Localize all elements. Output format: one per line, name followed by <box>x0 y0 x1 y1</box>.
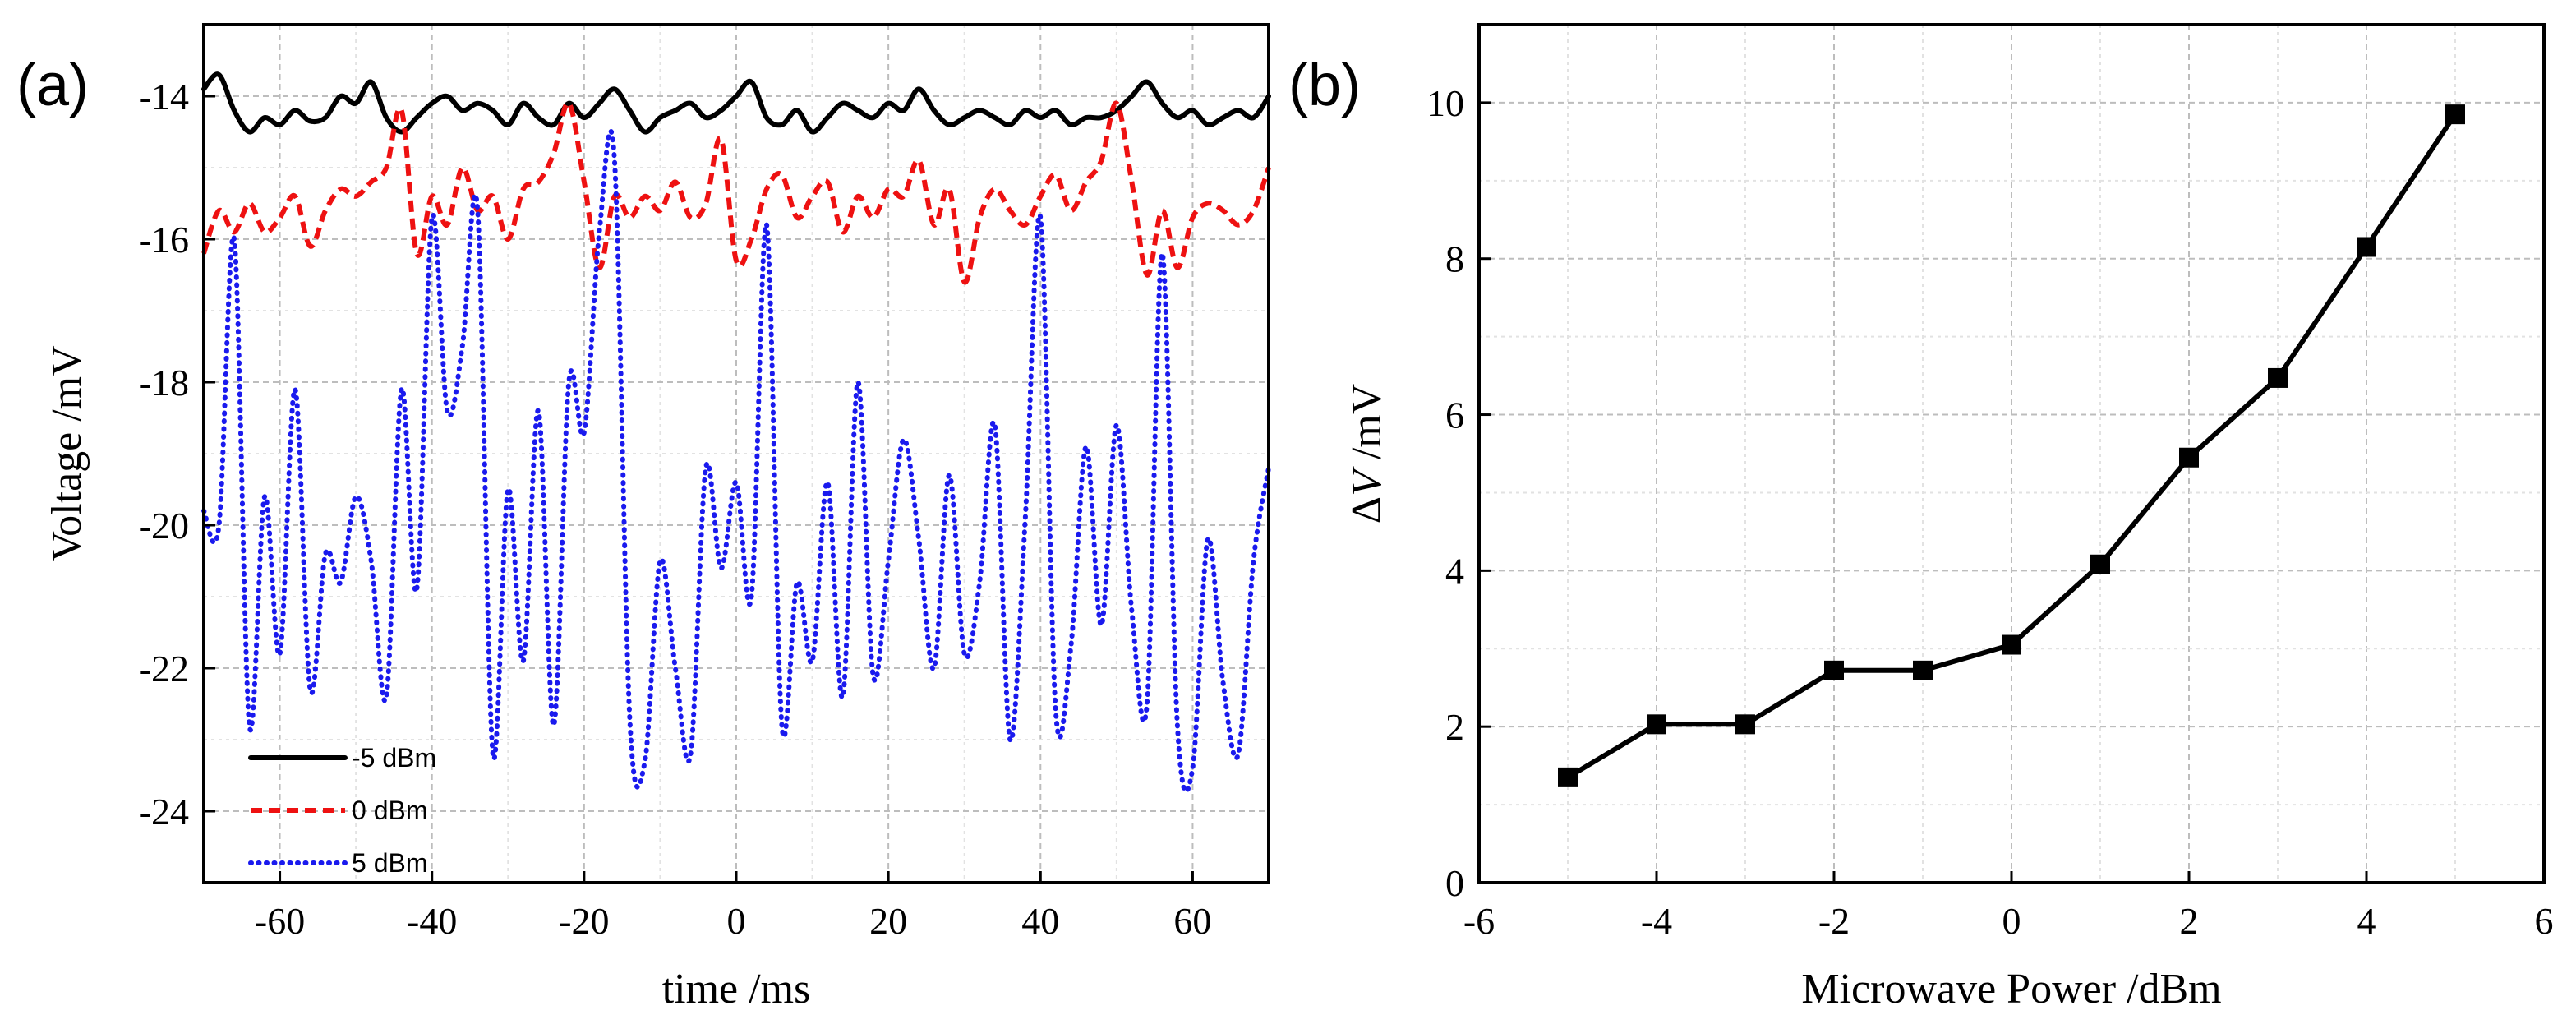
data-point-marker <box>2090 554 2110 574</box>
panel-b-y-tick-label: 2 <box>1445 706 1464 748</box>
data-point-marker <box>1647 714 1666 735</box>
series-line-solid <box>201 71 1271 135</box>
panel-b-y-label-var: V <box>1343 466 1390 496</box>
panel-b-x-tick-label: 6 <box>2535 900 2554 942</box>
panel-a-x-tick-label: 40 <box>1021 900 1059 942</box>
panel-b-y-axis-label: ΔV /mV <box>1343 384 1390 524</box>
data-point-marker <box>2002 634 2021 655</box>
panel-b-label: (b) <box>1288 53 1361 118</box>
data-point-marker <box>2268 367 2288 388</box>
panel-b-x-tick-label: -6 <box>1463 900 1495 942</box>
panel-b-series-line <box>1558 104 2465 787</box>
panel-a-y-tick-label: -20 <box>139 505 189 547</box>
panel-a-y-tick-label: -24 <box>139 791 189 833</box>
panel-a-y-tick-label: -18 <box>139 362 189 404</box>
panel-b-x-axis-label: Microwave Power /dBm <box>1801 966 2221 1012</box>
series-line-dotted <box>201 128 1271 794</box>
panel-a-x-tick-label: -40 <box>407 900 457 942</box>
panel-b-delta-v-vs-power: -6 -4 -2 0 2 4 6 0 2 4 6 8 10 (b) Microwave Power /d… <box>1288 23 2554 1012</box>
data-point-marker <box>1558 767 1578 787</box>
data-point-marker <box>1735 714 1755 735</box>
data-point-marker <box>2179 447 2199 468</box>
data-point-marker <box>1913 660 1933 680</box>
panel-a-x-tick-label: 60 <box>1173 900 1211 942</box>
panel-a-x-tick-label: 0 <box>727 900 746 942</box>
panel-a-x-tick-label: -60 <box>255 900 305 942</box>
panel-a-ticks: -60 -40 -20 0 20 40 60 -14 -16 -18 -20 -22 -24 <box>139 76 1212 942</box>
panel-a-y-tick-label: -16 <box>139 219 189 261</box>
panel-a-y-tick-label: -14 <box>139 76 189 118</box>
panel-a-y-tick-label: -22 <box>139 648 189 690</box>
panel-b-x-tick-label: 2 <box>2180 900 2199 942</box>
panel-b-y-tick-label: 10 <box>1426 82 1464 124</box>
panel-a-x-tick-label: 20 <box>869 900 907 942</box>
legend-label: -5 dBm <box>352 743 436 773</box>
panel-b-y-tick-label: 4 <box>1445 550 1464 592</box>
panel-a-voltage-vs-time: -60 -40 -20 0 20 40 60 -14 -16 -18 -20 -22 -24 -5 dB… <box>16 23 1271 1012</box>
series-line-dashed <box>201 100 1271 285</box>
data-point-marker <box>2357 237 2376 257</box>
panel-b-grid <box>1478 24 2545 883</box>
panel-a-x-tick-label: -20 <box>559 900 609 942</box>
panel-b-x-tick-label: 4 <box>2357 900 2376 942</box>
panel-b-y-tick-label: 0 <box>1445 862 1464 904</box>
panel-a-x-axis-label: time /ms <box>662 966 811 1012</box>
panel-b-y-label-unit: /mV <box>1343 384 1390 470</box>
panel-a-series-lines <box>201 71 1271 794</box>
panel-b-x-tick-label: -4 <box>1641 900 1672 942</box>
panel-b-y-label-delta: Δ <box>1343 496 1390 524</box>
panel-b-x-tick-label: -2 <box>1818 900 1850 942</box>
panel-a-legend: -5 dBm 0 dBm 5 dBm <box>248 743 436 878</box>
panel-b-x-tick-label: 0 <box>2002 900 2021 942</box>
panel-a-label: (a) <box>16 53 89 118</box>
data-point-marker <box>2445 104 2465 125</box>
panel-b-y-tick-label: 8 <box>1445 238 1464 280</box>
legend-label: 5 dBm <box>352 848 427 878</box>
panel-b-ticks: -6 -4 -2 0 2 4 6 0 2 4 6 8 10 <box>1426 82 2554 942</box>
data-point-marker <box>1824 660 1844 680</box>
panel-b-y-tick-label: 6 <box>1445 394 1464 436</box>
panel-a-y-axis-label: Voltage /mV <box>44 345 90 561</box>
legend-label: 0 dBm <box>352 796 427 825</box>
